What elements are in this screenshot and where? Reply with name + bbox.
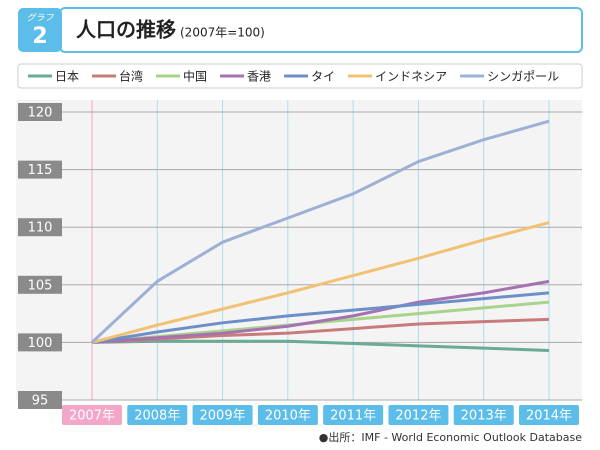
series-line bbox=[91, 339, 550, 352]
x-tick-label: 2010年 bbox=[265, 409, 311, 424]
x-tick-box bbox=[323, 405, 384, 425]
badge-number: 2 bbox=[32, 24, 47, 49]
x-tick-box bbox=[62, 405, 122, 425]
x-tick-label: 2012年 bbox=[395, 409, 441, 424]
x-tick-box bbox=[388, 405, 449, 425]
legend-label: 台湾 bbox=[119, 69, 143, 84]
y-tick-label: 105 bbox=[28, 278, 53, 293]
y-tick-label: 100 bbox=[28, 336, 53, 351]
y-tick-box bbox=[18, 333, 62, 352]
x-tick-label: 2014年 bbox=[526, 409, 572, 424]
legend-label: インドネシア bbox=[375, 70, 447, 84]
x-tick-box bbox=[519, 405, 579, 425]
badge-label: グラフ bbox=[26, 13, 54, 24]
y-tick-label: 120 bbox=[28, 106, 53, 121]
y-tick-label: 110 bbox=[28, 221, 53, 236]
plot-background bbox=[16, 100, 582, 400]
x-tick-box bbox=[453, 405, 514, 425]
x-tick-label: 2008年 bbox=[134, 409, 180, 424]
y-tick-box bbox=[18, 275, 62, 294]
badge bbox=[18, 8, 62, 52]
y-tick-box bbox=[18, 218, 62, 237]
y-tick-box bbox=[18, 391, 62, 409]
x-tick-label: 2009年 bbox=[200, 409, 246, 424]
x-tick-box bbox=[192, 405, 253, 425]
y-tick-label: 115 bbox=[28, 163, 53, 178]
x-tick-box bbox=[127, 405, 188, 425]
chart-title: 人口の推移 bbox=[76, 18, 176, 42]
x-tick-box bbox=[257, 405, 318, 425]
x-tick-label: 2011年 bbox=[330, 409, 376, 424]
series-line bbox=[91, 291, 550, 344]
series-line bbox=[91, 221, 550, 344]
y-tick-label: 95 bbox=[32, 394, 49, 409]
y-tick-box bbox=[18, 160, 62, 179]
legend-label: 中国 bbox=[183, 69, 207, 84]
series-line bbox=[90, 119, 550, 344]
legend-label: シンガポール bbox=[487, 70, 559, 84]
legend-label: 香港 bbox=[247, 70, 271, 84]
chart-subtitle: (2007年=100) bbox=[180, 26, 265, 40]
legend-label: 日本 bbox=[55, 70, 79, 84]
legend-label: タイ bbox=[311, 70, 335, 84]
y-tick-box bbox=[18, 103, 62, 121]
series-line bbox=[91, 279, 550, 344]
source-note: ●出所：IMF - World Economic Outlook Databas… bbox=[319, 430, 582, 444]
x-tick-label: 2013年 bbox=[461, 409, 507, 424]
x-tick-label: 2007年 bbox=[69, 409, 115, 424]
